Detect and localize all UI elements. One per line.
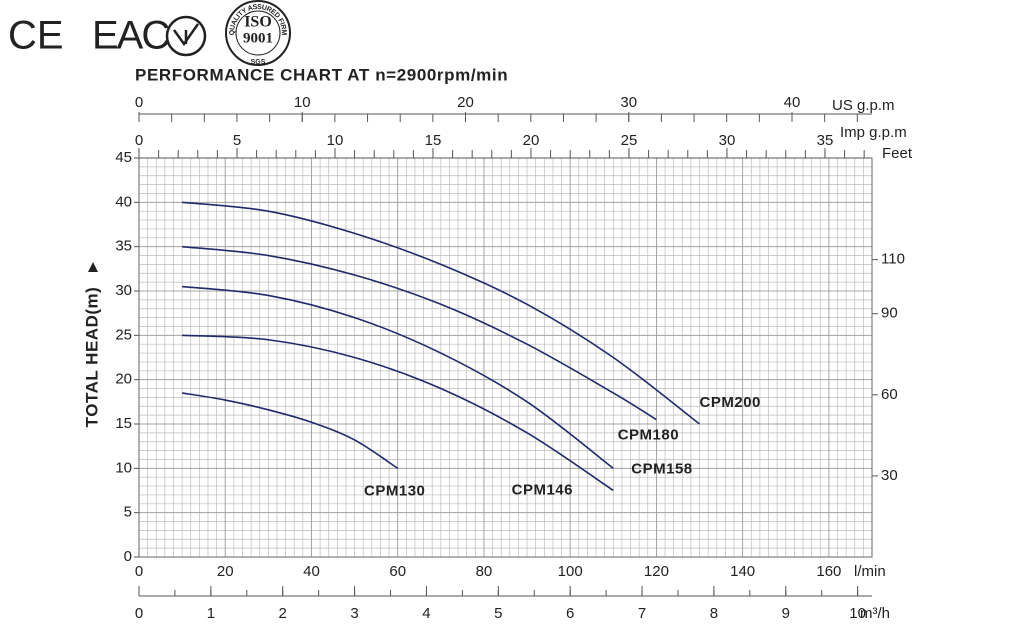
secondary-tick-label: 30 [620, 94, 637, 111]
y2-tick-label: 110 [881, 251, 905, 268]
x-tick-label: 100 [558, 563, 583, 580]
x-tick-label: 160 [816, 563, 841, 580]
y2-tick-label: 90 [881, 305, 898, 322]
iso-footer: SGS [251, 59, 266, 66]
secondary-tick-label: 10 [294, 94, 311, 111]
secondary-tick-label: 4 [422, 605, 430, 622]
series-line [181, 392, 399, 470]
secondary-tick-label: 2 [279, 605, 287, 622]
y-tick-label: 25 [115, 326, 132, 343]
x-tick-label: 120 [644, 563, 669, 580]
y-tick-label: 5 [124, 504, 132, 521]
y-tick-label: 0 [124, 548, 132, 565]
secondary-tick-label: 25 [621, 132, 638, 149]
y-axis-arrow [88, 262, 98, 272]
secondary-tick-label: 5 [233, 132, 241, 149]
x-tick-label: 0 [135, 563, 143, 580]
eac-mark: EAC [92, 14, 169, 58]
y2-tick-label: 60 [881, 386, 898, 403]
x-tick-label: 60 [389, 563, 406, 580]
secondary-tick-label: 1 [207, 605, 215, 622]
secondary-tick-label: 0 [135, 132, 143, 149]
x-axis-label: l/min [854, 563, 886, 580]
secondary-tick-label: 7 [638, 605, 646, 622]
iso-ring-inner [235, 10, 281, 56]
secondary-tick-label: 10 [849, 605, 866, 622]
y-tick-label: 10 [115, 459, 132, 476]
series-label: CPM158 [631, 460, 692, 477]
y-tick-label: 40 [115, 193, 132, 210]
secondary-tick-label: 35 [817, 132, 834, 149]
series-label: CPM146 [512, 481, 573, 498]
series-label: CPM130 [364, 482, 425, 499]
secondary-tick-label: 40 [784, 94, 801, 111]
secondary-tick-label: 8 [710, 605, 718, 622]
ce-mark: CE [8, 14, 64, 58]
chart-title: PERFORMANCE CHART AT n=2900rpm/min [135, 65, 508, 84]
x-tick-label: 80 [476, 563, 493, 580]
series-line [182, 245, 657, 421]
series-line [182, 201, 701, 425]
iso-ring [225, 0, 291, 66]
check-logo [165, 15, 207, 57]
series-line [182, 334, 614, 492]
series-line [182, 285, 614, 469]
check-logo-mark [172, 23, 200, 47]
secondary-axis-label: Imp g.p.m [840, 124, 907, 141]
x-tick-label: 20 [217, 563, 234, 580]
y-tick-label: 45 [115, 149, 132, 166]
y-tick-label: 15 [115, 415, 132, 432]
y2-tick-label: 30 [881, 467, 898, 484]
y2-axis-label: Feet [882, 145, 913, 162]
series-label: CPM180 [618, 427, 679, 444]
x-tick-label: 140 [730, 563, 755, 580]
x-tick-label: 40 [303, 563, 320, 580]
secondary-tick-label: 0 [135, 605, 143, 622]
secondary-tick-label: 3 [350, 605, 358, 622]
secondary-tick-label: 20 [523, 132, 540, 149]
y-tick-label: 30 [115, 282, 132, 299]
secondary-tick-label: 5 [494, 605, 502, 622]
iso-text: ISO [244, 14, 272, 31]
y-tick-label: 35 [115, 238, 132, 255]
y-axis-label: TOTAL HEAD(m) [82, 287, 101, 428]
plot-frame [138, 157, 873, 558]
secondary-tick-label: 6 [566, 605, 574, 622]
secondary-axis-label: m³/h [860, 605, 890, 622]
y-tick-label: 20 [115, 371, 132, 388]
secondary-tick-label: 15 [425, 132, 442, 149]
secondary-tick-label: 20 [457, 94, 474, 111]
series-label: CPM200 [700, 394, 761, 411]
secondary-tick-label: 30 [719, 132, 736, 149]
secondary-tick-label: 0 [135, 94, 143, 111]
secondary-tick-label: 9 [782, 605, 790, 622]
secondary-axis-label: US g.p.m [832, 97, 895, 114]
secondary-tick-label: 10 [327, 132, 344, 149]
iso-number: 9001 [243, 30, 273, 46]
